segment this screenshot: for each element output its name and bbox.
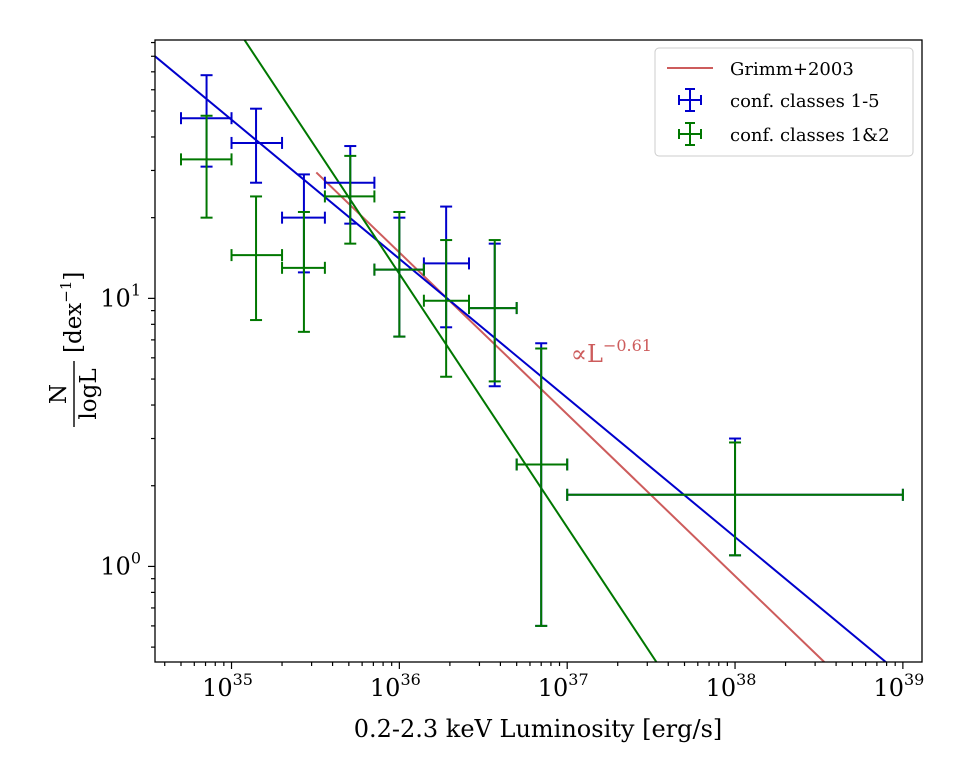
y-label-numerator: N — [46, 384, 72, 404]
legend-grimm-label: Grimm+2003 — [730, 59, 854, 80]
errorbar-point — [323, 154, 376, 245]
errorbar-point — [230, 195, 284, 322]
plot-frame — [154, 39, 923, 663]
errorbar-point — [373, 210, 425, 338]
errorbar-point — [468, 239, 518, 383]
y-label-unit: [dex−1] — [57, 272, 87, 353]
legend: Grimm+2003 conf. classes 1-5 conf. class… — [654, 47, 914, 157]
legend-classes-1-2-swatch — [678, 122, 702, 146]
x-tick-label: 1037 — [538, 670, 589, 702]
y-axis-label: N logL [dex−1] — [46, 272, 102, 427]
errorbar-point — [179, 114, 233, 219]
y-tick-label: 101 — [100, 280, 141, 312]
x-tick-label: 1039 — [873, 670, 924, 702]
legend-classes-1-2-label: conf. classes 1&2 — [730, 125, 890, 146]
errorbar-point — [515, 347, 569, 627]
y-tick-label: 100 — [100, 548, 141, 580]
errorbar-point — [230, 107, 284, 184]
x-tick-label: 1036 — [370, 670, 421, 702]
errorbar-point — [566, 441, 904, 557]
x-axis-label: 0.2-2.3 keV Luminosity [erg/s] — [354, 715, 723, 743]
series-1 — [179, 114, 904, 627]
errorbar-point — [281, 210, 326, 333]
fit-line-1 — [155, 55, 888, 662]
x-tick-label: 1035 — [202, 670, 253, 702]
errorbar-series-layer — [179, 74, 904, 627]
y-label-denominator: logL — [76, 368, 102, 419]
power-law-annotation: ∝L−0.61 — [571, 336, 652, 368]
legend-classes-1-5-swatch — [678, 88, 702, 112]
x-tick-label: 1038 — [706, 670, 757, 702]
axis-ticks-layer: 1035 1036 1037 1038 1039 100 101 — [100, 41, 924, 702]
legend-box — [654, 47, 914, 157]
errorbar-point — [422, 239, 471, 378]
fit-line-0 — [315, 171, 825, 662]
legend-classes-1-5-label: conf. classes 1-5 — [730, 91, 880, 112]
